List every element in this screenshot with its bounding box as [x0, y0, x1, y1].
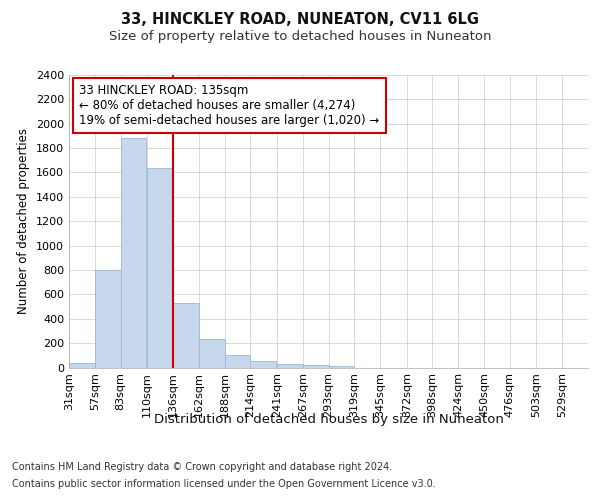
Bar	[147, 168, 173, 368]
Bar	[69, 362, 95, 368]
Bar	[173, 303, 199, 368]
Text: Distribution of detached houses by size in Nuneaton: Distribution of detached houses by size …	[154, 412, 504, 426]
Bar	[329, 366, 354, 368]
Text: 33, HINCKLEY ROAD, NUNEATON, CV11 6LG: 33, HINCKLEY ROAD, NUNEATON, CV11 6LG	[121, 12, 479, 28]
Bar	[303, 365, 329, 368]
Text: Size of property relative to detached houses in Nuneaton: Size of property relative to detached ho…	[109, 30, 491, 43]
Bar	[250, 362, 276, 368]
Bar	[121, 138, 146, 368]
Text: Contains HM Land Registry data © Crown copyright and database right 2024.: Contains HM Land Registry data © Crown c…	[12, 462, 392, 472]
Bar	[199, 339, 224, 368]
Text: Contains public sector information licensed under the Open Government Licence v3: Contains public sector information licen…	[12, 479, 436, 489]
Y-axis label: Number of detached properties: Number of detached properties	[17, 128, 31, 314]
Text: 33 HINCKLEY ROAD: 135sqm
← 80% of detached houses are smaller (4,274)
19% of sem: 33 HINCKLEY ROAD: 135sqm ← 80% of detach…	[79, 84, 380, 127]
Bar	[95, 270, 121, 368]
Bar	[277, 364, 303, 368]
Bar	[224, 356, 250, 368]
